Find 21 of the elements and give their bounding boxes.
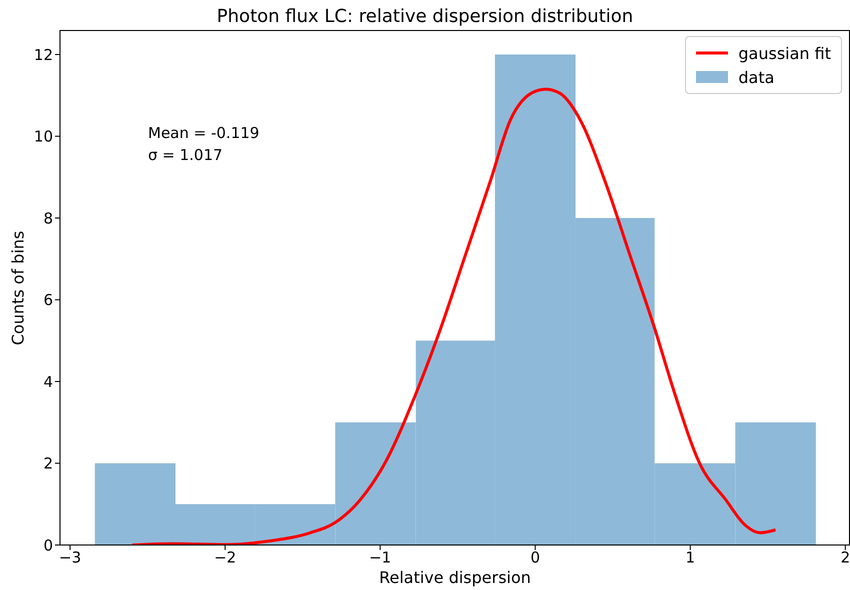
x-axis-title: Relative dispersion	[378, 568, 532, 587]
x-tick-label: 2	[840, 548, 850, 567]
y-tick-label: 6	[43, 291, 53, 310]
y-tick-label: 2	[43, 454, 53, 473]
y-tick-label: 12	[34, 46, 53, 64]
x-tick-label: 1	[686, 548, 696, 567]
legend-label: gaussian fit	[738, 44, 831, 62]
y-tick-label: 8	[43, 209, 53, 228]
annotation: Mean = -0.119	[148, 123, 260, 144]
y-tick-label: 0	[43, 536, 53, 554]
x-tick-label: 0	[530, 548, 540, 567]
annotation: σ = 1.017	[148, 145, 224, 166]
x-tick-label: −3	[59, 548, 82, 567]
y-tick-label: 4	[43, 372, 53, 391]
x-tick-label: −2	[214, 548, 236, 567]
y-axis-title: Counts of bins	[8, 230, 28, 345]
chart-title: Photon flux LC: relative dispersion distribution	[216, 6, 634, 27]
line-series	[130, 88, 778, 545]
legend-label: data	[738, 68, 774, 86]
x-tick-label: −1	[369, 548, 392, 567]
y-tick-label: 10	[34, 128, 53, 146]
